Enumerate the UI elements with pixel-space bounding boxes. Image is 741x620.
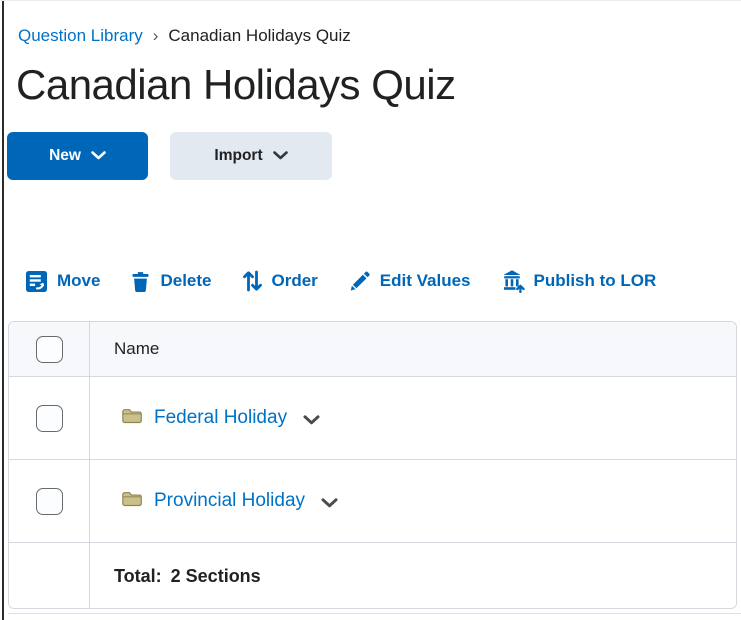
move-label: Move	[57, 271, 101, 290]
edit-values-button[interactable]: Edit Values	[348, 270, 471, 293]
breadcrumb: Question Library › Canadian Holidays Qui…	[18, 26, 351, 46]
section-link[interactable]: Federal Holiday	[154, 407, 288, 428]
import-button[interactable]: Import	[170, 132, 332, 180]
order-label: Order	[271, 271, 318, 290]
order-icon	[242, 269, 263, 293]
table-row: Federal Holiday	[9, 377, 736, 460]
name-header-cell: Name	[89, 339, 736, 359]
footer-empty-cell	[9, 543, 89, 608]
section-link[interactable]: Provincial Holiday	[154, 490, 306, 511]
section-name-cell: Provincial Holiday	[89, 490, 736, 513]
row-select-cell	[9, 377, 89, 459]
table-footer-row: Total: 2 Sections	[9, 543, 736, 608]
publish-to-lor-label: Publish to LOR	[533, 271, 657, 290]
folder-icon	[121, 490, 143, 513]
publish-to-lor-icon	[501, 269, 525, 293]
chevron-down-icon	[272, 147, 288, 165]
edit-values-icon	[348, 270, 371, 293]
section-name-cell: Federal Holiday	[89, 407, 736, 430]
row-checkbox[interactable]	[35, 487, 63, 515]
select-all-checkbox[interactable]	[35, 335, 63, 363]
total-value: 2 Sections	[170, 565, 261, 586]
page-title: Canadian Holidays Quiz	[16, 61, 456, 108]
section-actions-chevron-icon[interactable]	[303, 415, 320, 425]
total-cell: Total: 2 Sections	[89, 566, 736, 587]
new-button-label: New	[49, 147, 81, 164]
move-button[interactable]: Move	[25, 270, 100, 293]
import-button-label: Import	[214, 147, 263, 164]
order-button[interactable]: Order	[242, 269, 318, 293]
name-column-header: Name	[114, 339, 160, 358]
breadcrumb-link-question-library[interactable]: Question Library	[18, 26, 143, 45]
new-button[interactable]: New	[7, 132, 148, 180]
publish-to-lor-button[interactable]: Publish to LOR	[501, 269, 657, 293]
folder-icon	[121, 407, 143, 430]
delete-label: Delete	[160, 271, 212, 290]
select-all-cell	[9, 322, 89, 376]
table-row: Provincial Holiday	[9, 460, 736, 543]
row-checkbox[interactable]	[35, 404, 63, 432]
primary-actions: New Import	[7, 132, 332, 180]
total-label: Total:	[114, 565, 162, 586]
move-icon	[25, 270, 48, 293]
row-select-cell	[9, 460, 89, 542]
edit-values-label: Edit Values	[379, 271, 471, 290]
chevron-down-icon	[91, 147, 106, 165]
content-bottom-divider	[8, 613, 741, 614]
delete-button[interactable]: Delete	[130, 270, 212, 293]
breadcrumb-separator-icon: ›	[152, 26, 159, 45]
delete-icon	[130, 270, 151, 293]
table-header-row: Name	[9, 322, 736, 377]
sections-table: Name Federal Holiday	[8, 321, 737, 609]
section-actions-chevron-icon[interactable]	[321, 498, 338, 508]
breadcrumb-current: Canadian Holidays Quiz	[168, 26, 351, 45]
section-toolbar: Move Delete Order	[25, 265, 656, 297]
window-left-edge	[2, 1, 4, 620]
column-divider	[89, 322, 90, 608]
